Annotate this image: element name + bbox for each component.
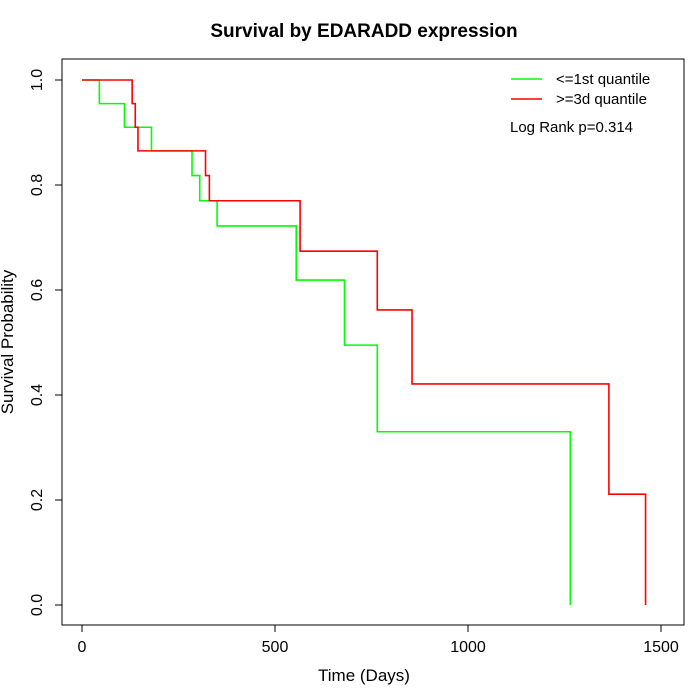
y-tick-label: 1.0	[29, 69, 46, 91]
legend: <=1st quantile >=3d quantile	[511, 71, 650, 108]
y-tick-label: 0.2	[29, 489, 46, 511]
plot-frame	[61, 58, 685, 626]
x-tick-label: 500	[262, 639, 289, 656]
y-tick-label: 0.8	[29, 174, 46, 196]
x-axis: 0 500 1000 1500	[78, 624, 679, 656]
x-tick-label: 0	[78, 639, 87, 656]
series-layer	[82, 79, 647, 605]
y-axis-label: Survival Probability	[0, 269, 17, 414]
x-axis-label: Time (Days)	[318, 666, 410, 685]
log-rank-annotation: Log Rank p=0.314	[510, 119, 633, 136]
y-tick-label: 0.6	[29, 279, 46, 301]
survival-curve-1	[82, 79, 572, 605]
legend-label-1: <=1st quantile	[556, 71, 650, 88]
y-axis: 0.0 0.2 0.4 0.6 0.8 1.0	[29, 69, 63, 616]
x-tick-label: 1000	[450, 639, 486, 656]
x-tick-label: 1500	[643, 639, 679, 656]
survival-curve-2	[82, 79, 647, 605]
chart-title: Survival by EDARADD expression	[210, 21, 517, 42]
legend-label-2: >=3d quantile	[556, 91, 647, 108]
y-tick-label: 0.0	[29, 594, 46, 616]
y-tick-label: 0.4	[29, 384, 46, 406]
